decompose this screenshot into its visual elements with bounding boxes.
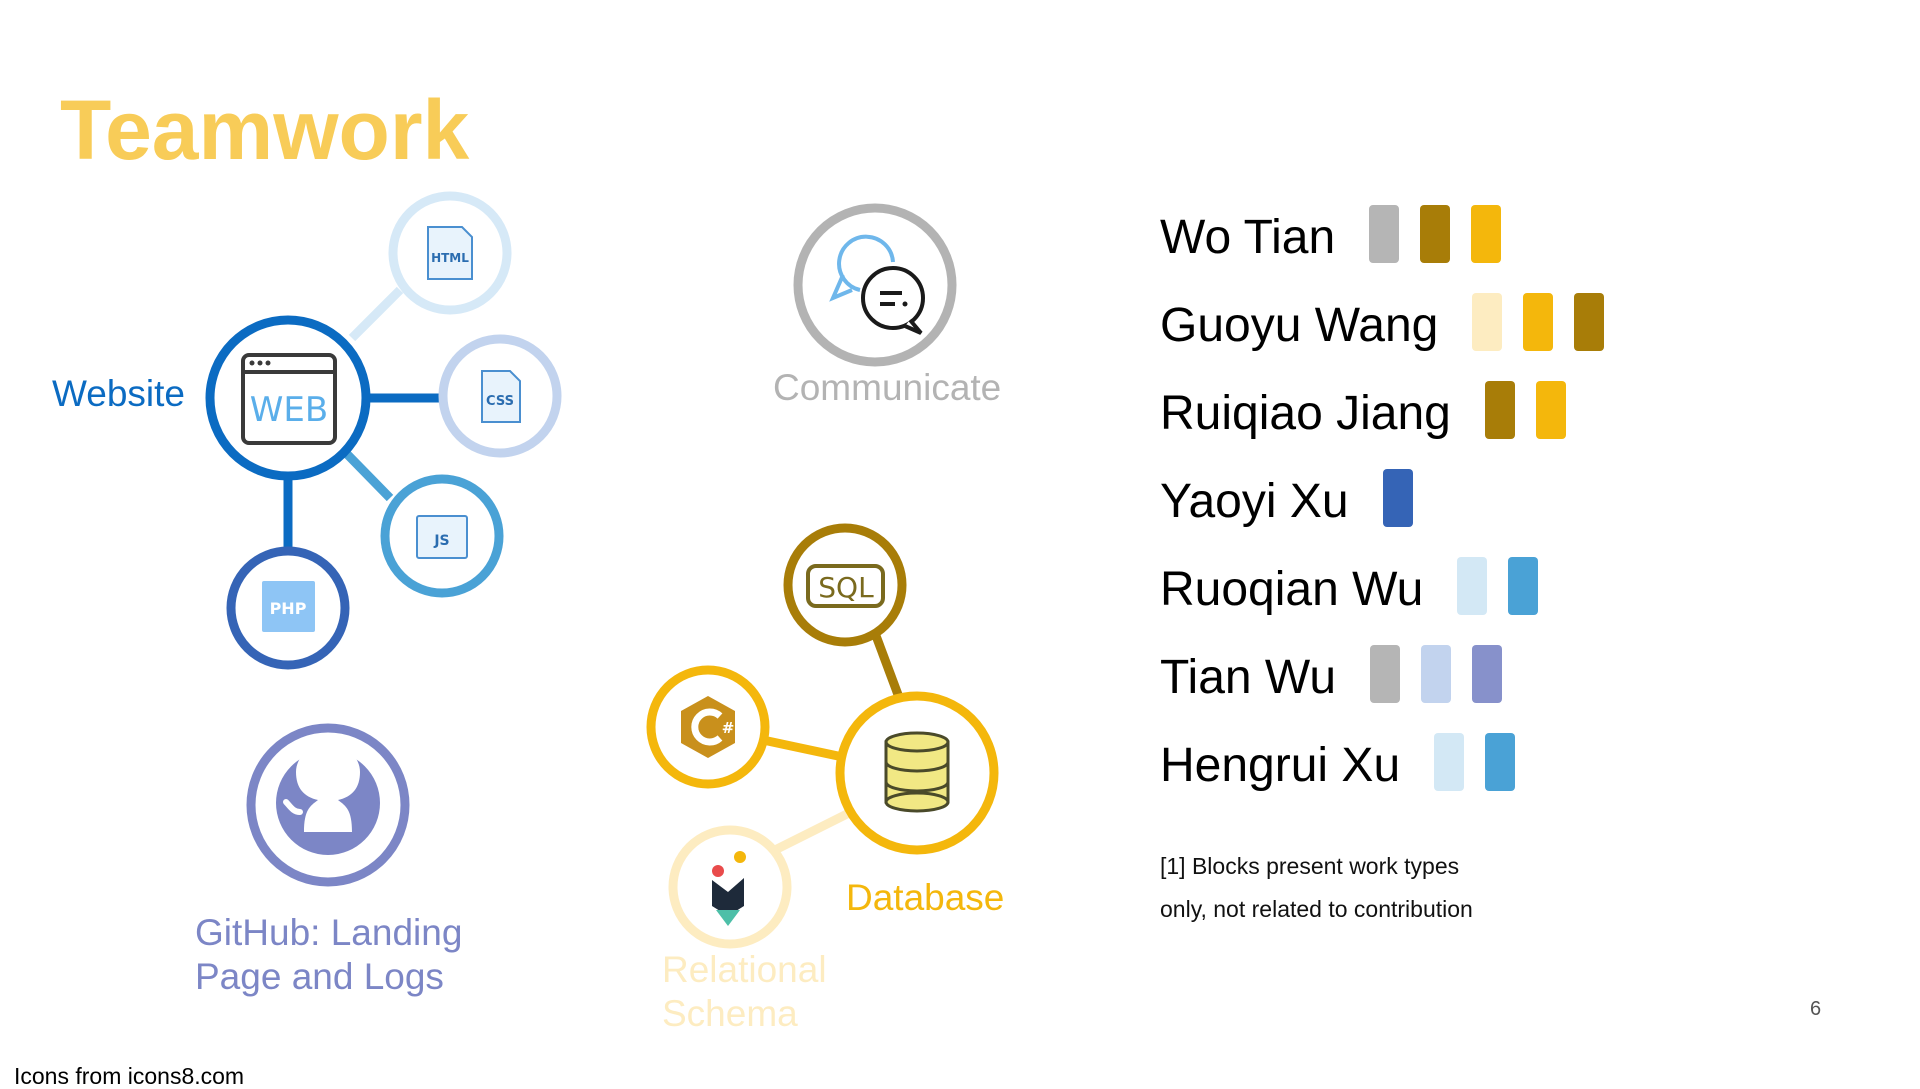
work-type-block — [1574, 293, 1605, 351]
css-icon-text: CSS — [486, 394, 514, 409]
work-type-block — [1369, 205, 1400, 263]
sql-icon: SQL — [806, 564, 885, 608]
work-type-block — [1485, 733, 1516, 791]
css-node: CSS — [438, 334, 562, 458]
php-file-icon: PHP — [262, 581, 315, 632]
work-type-block — [1370, 645, 1401, 703]
csharp-node: # — [646, 665, 770, 789]
css-file-icon: CSS — [481, 370, 521, 423]
member-name: Hengrui Xu — [1160, 739, 1401, 792]
work-type-block — [1457, 557, 1488, 615]
work-type-block — [1472, 293, 1503, 351]
work-type-block — [1484, 381, 1515, 439]
js-file-icon: JS — [416, 515, 468, 559]
database-node — [835, 691, 999, 855]
html-file-icon: HTML — [427, 226, 473, 280]
html-icon-text: HTML — [431, 251, 469, 265]
work-type-block — [1434, 733, 1465, 791]
schema-logo-icon — [712, 851, 746, 926]
sql-icon-text: SQL — [818, 571, 874, 604]
member-name: Ruoqian Wu — [1160, 563, 1424, 616]
connector-web-js — [341, 448, 394, 502]
sql-node: SQL — [783, 523, 907, 647]
member-name: Tian Wu — [1160, 651, 1337, 704]
connector-csharp-db — [762, 735, 839, 761]
php-icon-text: PHP — [270, 599, 307, 618]
connector-web-html — [348, 286, 404, 342]
icon-credits: Icons from icons8.com — [14, 1063, 245, 1089]
relational-schema-node — [668, 825, 792, 949]
web-node: WEB — [205, 315, 371, 481]
relational-label-line2: Schema — [662, 993, 798, 1034]
connector-relational-db — [772, 805, 858, 855]
work-type-block — [1421, 645, 1452, 703]
html-node: HTML — [388, 191, 512, 315]
web-browser-icon: WEB — [241, 353, 337, 445]
js-node: JS — [380, 474, 504, 598]
github-label-line2: Page and Logs — [195, 956, 444, 997]
web-icon-text: WEB — [250, 390, 328, 430]
csharp-icon: # — [681, 696, 735, 758]
js-icon-text: JS — [433, 533, 449, 549]
svg-text:#: # — [722, 719, 735, 737]
member-name: Guoyu Wang — [1160, 299, 1439, 352]
database-cylinder-icon — [884, 731, 950, 813]
database-label: Database — [846, 877, 1005, 918]
github-node — [246, 723, 410, 887]
relational-label-line1: Relational — [662, 949, 827, 990]
page-number: 6 — [1810, 998, 1822, 1020]
communicate-label: Communicate — [773, 367, 1002, 408]
website-label: Website — [52, 373, 185, 414]
work-type-block — [1471, 205, 1502, 263]
github-label-line1: GitHub: Landing — [195, 912, 463, 953]
php-node: PHP — [226, 546, 350, 670]
member-name: Wo Tian — [1160, 211, 1336, 264]
work-type-block — [1535, 381, 1566, 439]
work-type-block — [1382, 469, 1413, 527]
slide-title: Teamwork — [60, 83, 470, 177]
member-name: Ruiqiao Jiang — [1160, 387, 1451, 440]
work-type-block — [1420, 205, 1451, 263]
chat-bubbles-icon — [829, 234, 925, 335]
communicate-node — [793, 203, 957, 367]
member-name: Yaoyi Xu — [1160, 475, 1349, 528]
work-type-block — [1472, 645, 1503, 703]
work-type-block — [1508, 557, 1539, 615]
footnote: [1] Blocks present work types only, not … — [1160, 853, 1473, 922]
github-icon — [276, 738, 380, 855]
work-type-block — [1523, 293, 1554, 351]
